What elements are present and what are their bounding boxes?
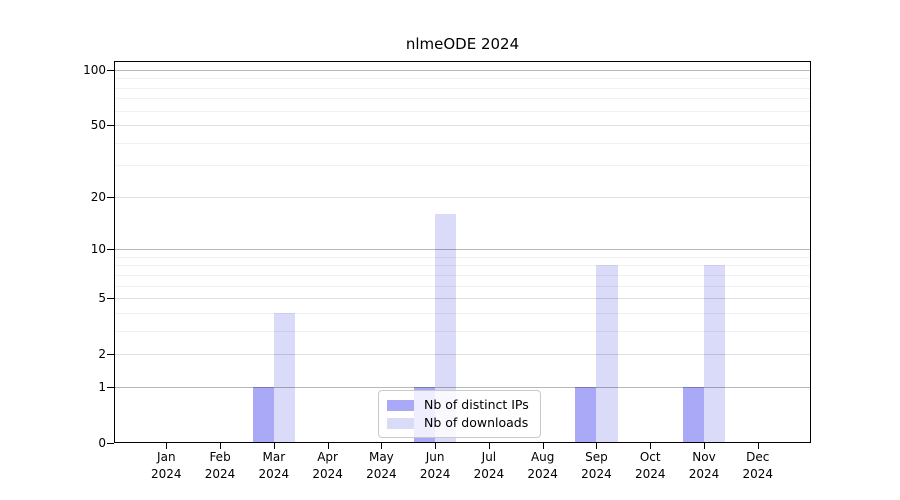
y-tick-label: 0 [98,436,106,450]
y-tick-label: 1 [98,379,106,394]
plot-area [114,61,811,443]
x-tick-jul [489,443,490,449]
y-tick-10 [107,249,114,250]
y-tick-100 [107,70,114,71]
y-tick-2 [107,354,114,355]
legend-swatch-distinct-ips [387,399,414,411]
x-tick-jan [166,443,167,449]
y-tick-label: 100 [83,63,106,77]
y-tick-label: 10 [90,242,106,257]
x-tick-label: Dec 2024 [742,450,774,481]
y-tick-20 [107,197,114,198]
y-tick-label: 2 [98,347,106,362]
bar-downloads [596,265,618,443]
y-tick-label: 5 [98,291,106,306]
x-tick-label: Apr 2024 [312,450,343,481]
bar-downloads [273,312,296,443]
bar-downloads [435,214,457,443]
bar-distinct-ips [682,386,704,443]
legend: Nb of distinct IPs Nb of downloads [378,390,541,438]
x-tick-label: Aug 2024 [527,450,558,481]
legend-item-downloads: Nb of downloads [387,414,529,432]
y-tick-0 [107,443,114,444]
y-tick-label: 20 [90,189,106,204]
x-tick-label: May 2024 [366,450,397,481]
bar-downloads [704,265,726,443]
x-tick-nov [704,443,705,449]
x-tick-label: Feb 2024 [204,450,236,481]
x-tick-label: Oct 2024 [634,450,666,481]
x-tick-label: Jun 2024 [419,450,451,481]
x-tick-label: Jan 2024 [151,450,182,481]
x-tick-label: Nov 2024 [688,450,720,481]
chart-title: nlmeODE 2024 [405,35,520,53]
bar-distinct-ips [575,386,597,443]
bar-distinct-ips [252,386,274,443]
y-tick-50 [107,125,114,126]
x-tick-label: Mar 2024 [258,450,290,481]
x-tick-dec [758,443,759,449]
y-tick-1 [107,387,114,388]
x-tick-may [381,443,382,449]
x-tick-aug [543,443,544,449]
x-tick-label: Jul 2024 [473,450,505,481]
legend-label-downloads: Nb of downloads [424,415,529,430]
x-tick-sep [596,443,597,449]
x-tick-apr [328,443,329,449]
x-tick-oct [650,443,651,449]
x-tick-mar [274,443,275,449]
y-tick-5 [107,298,114,299]
x-tick-label: Sep 2024 [581,450,612,481]
x-tick-jun [435,443,436,449]
legend-swatch-downloads [387,417,414,429]
bars-layer [114,61,811,443]
legend-item-distinct-ips: Nb of distinct IPs [387,396,529,414]
y-tick-label: 50 [90,118,106,133]
x-tick-feb [220,443,221,449]
legend-label-distinct-ips: Nb of distinct IPs [424,397,529,412]
